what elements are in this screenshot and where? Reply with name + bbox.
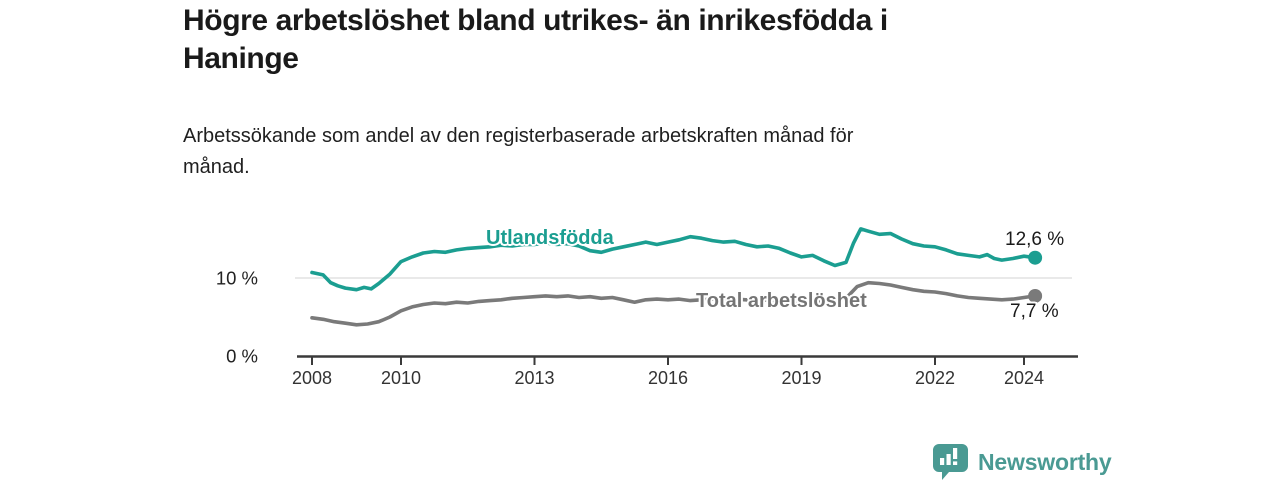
x-tick-label: 2019: [781, 368, 821, 388]
page-title-line1: Högre arbetslöshet bland utrikes- än inr…: [183, 4, 888, 37]
series-line-1: [310, 280, 1037, 327]
y-tick-label: 10 %: [216, 268, 258, 289]
chart-subtitle-line1: Arbetssökande som andel av den registerb…: [183, 125, 854, 147]
page-title-line2: Haninge: [183, 42, 299, 75]
chart-subtitle-line2: månad.: [183, 156, 250, 178]
x-tick-label: 2013: [514, 368, 554, 388]
series-line-0: [310, 227, 1037, 292]
x-tick-label: 2008: [292, 368, 332, 388]
newsworthy-brand: Newsworthy: [932, 443, 1112, 480]
end-value-label-total-arbetsloshet: 7,7 %: [1010, 301, 1059, 322]
x-tick-label: 2024: [1004, 368, 1044, 388]
x-tick-label: 2016: [648, 368, 688, 388]
chart-subtitle: Arbetssökande som andel av den registerb…: [183, 121, 853, 183]
page-title: Högre arbetslöshet bland utrikes- än inr…: [183, 2, 888, 78]
y-tick-label: 0 %: [226, 346, 258, 367]
newsworthy-logo-icon: [933, 444, 968, 480]
newsworthy-logo-text: Newsworthy: [978, 448, 1112, 475]
x-tick-label: 2010: [381, 368, 421, 388]
series-end-dot-1: [1028, 288, 1043, 303]
series-label-utlandsfodda: Utlandsfödda: [486, 227, 614, 249]
series-end-dot-0: [1028, 250, 1043, 265]
x-tick-label: 2022: [915, 368, 955, 388]
series-label-total-arbetsloshet: Total arbetslöshet: [696, 290, 867, 312]
end-value-label-utlandsfodda: 12,6 %: [1005, 229, 1065, 250]
